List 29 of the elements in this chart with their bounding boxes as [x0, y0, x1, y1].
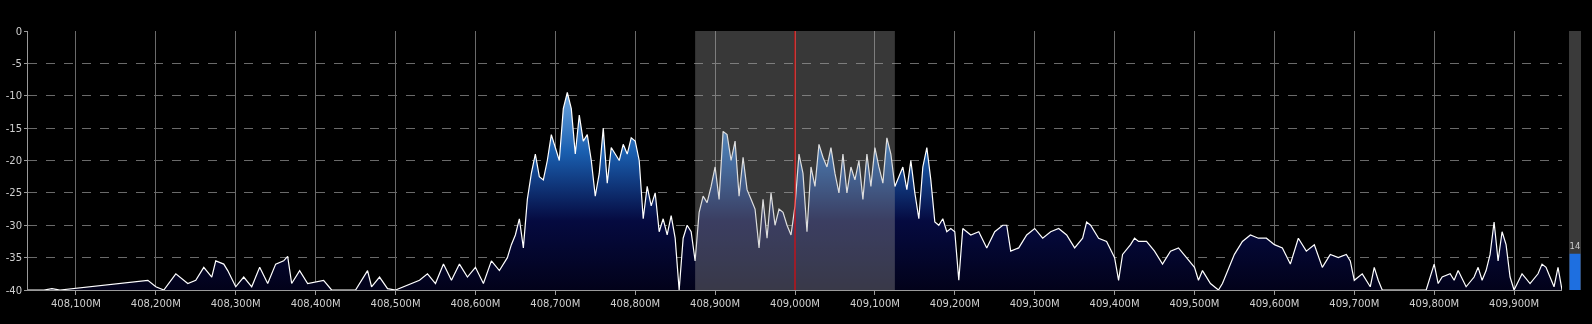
y-tick-label: -15	[5, 122, 22, 134]
y-tick-label: -20	[5, 155, 22, 166]
y-tick-label: -25	[5, 187, 22, 199]
data-label: 14	[1569, 241, 1581, 252]
x-tick-label: 409,500M	[1169, 298, 1220, 309]
y-tick-label: -10	[5, 90, 22, 102]
x-tick-label: 409,200M	[929, 298, 980, 309]
x-tick-label: 409,000M	[770, 298, 820, 309]
y-tick-label: -30	[5, 219, 22, 231]
x-tick-label: 409,900M	[1489, 298, 1540, 309]
y-tick-label: 0	[15, 25, 22, 37]
y-tick-label: -35	[5, 252, 22, 264]
x-tick-label: 408,300M	[210, 298, 261, 309]
x-tick-label: 409,400M	[1089, 298, 1140, 309]
y-tick-label: -5	[12, 57, 22, 69]
x-tick-label: 409,600M	[1249, 298, 1300, 309]
x-tick-label: 408,200M	[130, 298, 181, 309]
x-tick-label: 408,800M	[610, 298, 661, 309]
x-tick-label: 409,700M	[1329, 298, 1380, 309]
x-tick-label: 408,700M	[530, 298, 581, 309]
x-tick-label: 409,800M	[1409, 298, 1460, 309]
x-tick-label: 408,900M	[690, 298, 741, 309]
x-tick-label: 409,300M	[1009, 298, 1060, 309]
y-tick-label: -40	[5, 284, 22, 296]
x-tick-label: 408,600M	[450, 298, 501, 309]
x-tick-label: 408,100M	[50, 298, 101, 309]
x-tick-label: 409,100M	[849, 298, 900, 309]
x-tick-label: 408,400M	[290, 298, 341, 309]
x-tick-label: 408,500M	[370, 298, 421, 309]
